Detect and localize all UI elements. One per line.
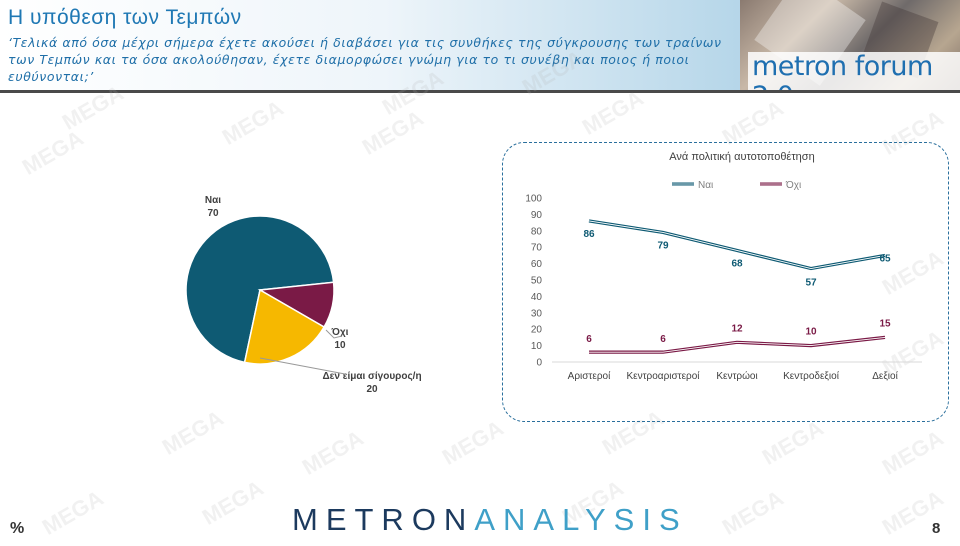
y-tick-label: 90 [531, 210, 543, 221]
data-label: 6 [586, 334, 592, 345]
series-line [589, 335, 886, 354]
pie-leader-line [259, 357, 346, 375]
y-tick-label: 0 [536, 358, 542, 369]
data-label: 86 [583, 229, 595, 240]
pie-data-label: Δεν είμαι σίγουρος/η 20 [312, 370, 432, 396]
header-band: Η υπόθεση των Τεμπών ‘Τελικά από όσα μέχ… [0, 0, 960, 92]
data-label: 6 [660, 334, 666, 345]
pie-label-value: 70 [207, 208, 219, 219]
forum-logo-text: metron forum 2.0 [748, 52, 960, 90]
data-label: 12 [731, 323, 743, 334]
pie-chart [185, 215, 335, 365]
pie-data-label: Ναι 70 [183, 194, 243, 220]
y-tick-label: 80 [531, 226, 543, 237]
page-number: 8 [932, 520, 941, 537]
pie-label-value: 20 [366, 384, 378, 395]
data-label: 68 [731, 258, 743, 269]
data-label: 57 [805, 278, 817, 289]
legend-label: Όχι [785, 180, 801, 191]
logo-part-metron: METRON [292, 502, 475, 537]
pie-label-category: Δεν είμαι σίγουρος/η [322, 371, 422, 382]
metron-analysis-logo: METRONANALYSIS [292, 502, 688, 538]
line-chart-panel [502, 142, 949, 422]
x-tick-label: Κεντροαριστεροί [626, 370, 700, 382]
header-divider [0, 90, 960, 93]
pie-label-category: Ναι [204, 195, 222, 206]
pie-data-label: Όχι 10 [320, 326, 360, 352]
y-tick-label: 50 [531, 276, 543, 287]
percent-marker: % [10, 520, 25, 537]
data-label: 15 [879, 318, 891, 329]
y-tick-label: 70 [531, 243, 543, 254]
data-label: 65 [879, 253, 891, 264]
y-tick-label: 10 [531, 341, 543, 352]
pie-label-value: 10 [334, 340, 346, 351]
page-title: Η υπόθεση των Τεμπών [8, 6, 242, 29]
x-tick-label: Δεξιοί [872, 370, 898, 382]
x-tick-label: Κεντροδεξιοί [783, 370, 840, 382]
logo-part-analysis: ANALYSIS [474, 502, 688, 537]
y-tick-label: 20 [531, 325, 543, 336]
y-tick-label: 60 [531, 259, 543, 270]
x-tick-label: Αριστεροί [568, 370, 611, 382]
pie-label-category: Όχι [331, 327, 349, 338]
y-tick-label: 30 [531, 308, 543, 319]
y-tick-label: 40 [531, 292, 543, 303]
x-tick-label: Κεντρώοι [716, 370, 757, 382]
forum-logo: metron forum 2.0 [740, 0, 960, 90]
line-chart: Ανά πολιτική αυτοτοποθέτηση Ναι Όχι 0 10 20 30… [525, 151, 922, 382]
y-tick-label: 100 [525, 194, 542, 205]
data-label: 79 [657, 240, 669, 251]
data-label: 10 [805, 327, 817, 338]
line-chart-title: Ανά πολιτική αυτοτοποθέτηση [669, 151, 814, 163]
pie-leader-line [325, 329, 343, 339]
pie-slice [243, 288, 326, 365]
legend-label: Ναι [698, 180, 713, 191]
survey-question: ‘Τελικά από όσα μέχρι σήμερα έχετε ακούσ… [8, 35, 722, 84]
